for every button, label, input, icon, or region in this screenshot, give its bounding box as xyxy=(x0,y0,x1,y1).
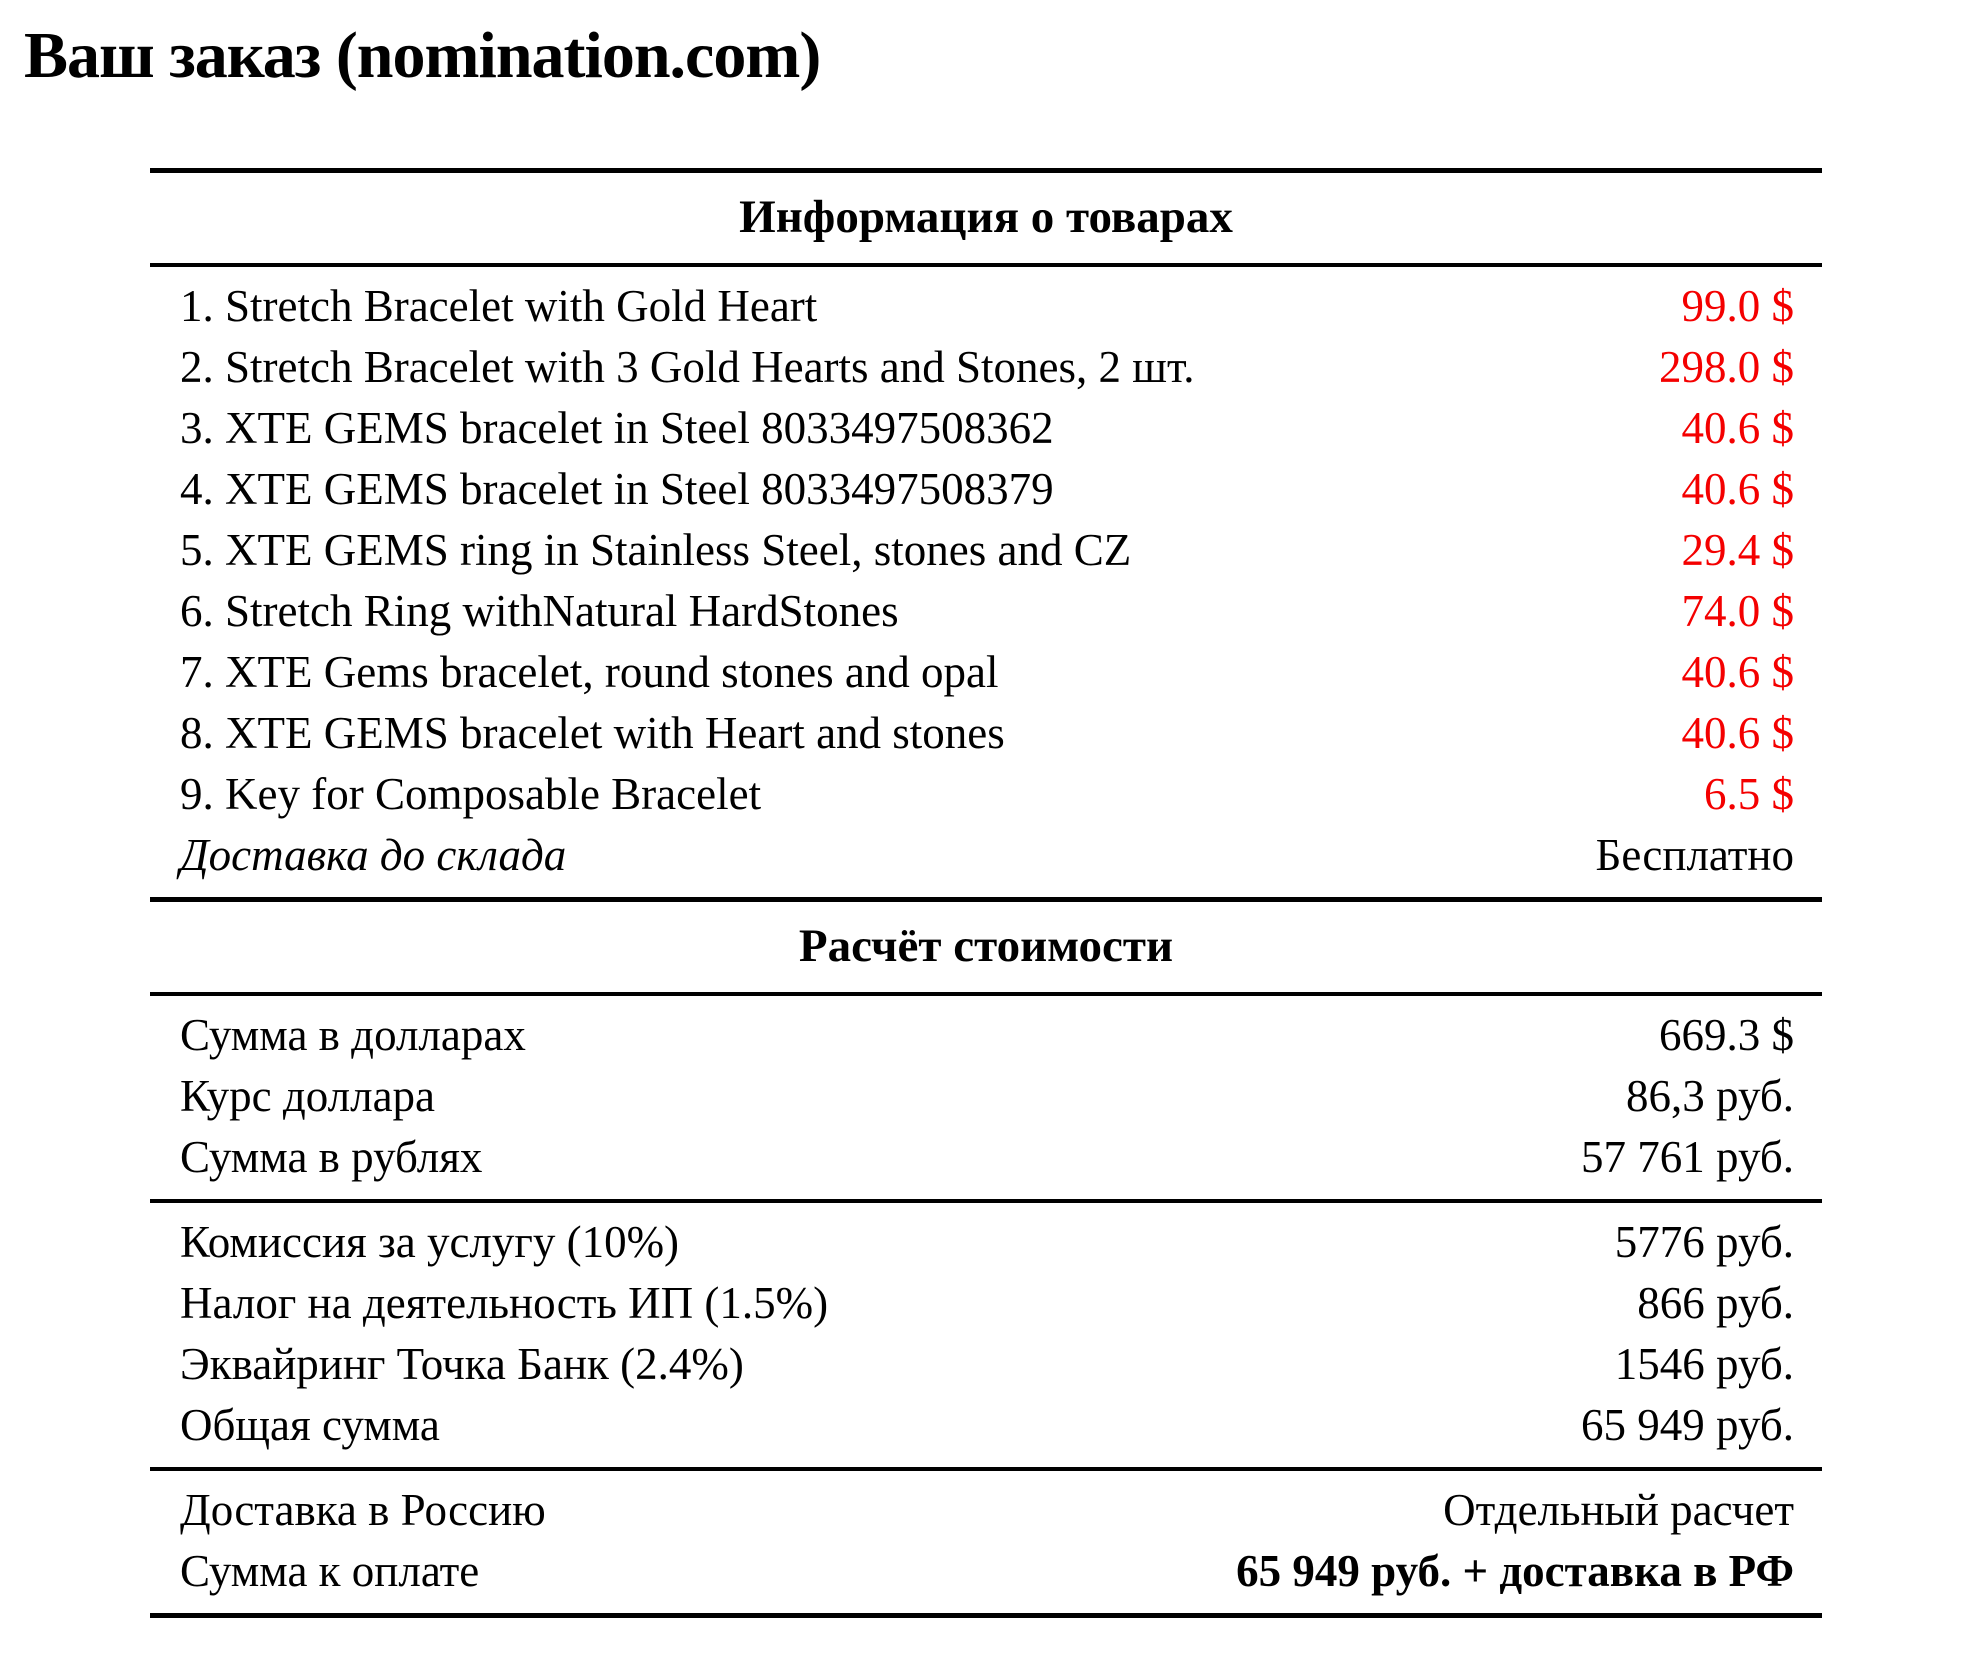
products-bottom-rule xyxy=(150,897,1822,902)
page-title: Ваш заказ (nomination.com) xyxy=(24,19,821,92)
shipping-to-russia-value: Отдельный расчет xyxy=(1443,1485,1794,1535)
product-row: 7. XTE Gems bracelet, round stones and o… xyxy=(150,642,1822,703)
product-name: 1. Stretch Bracelet with Gold Heart xyxy=(180,281,818,331)
cost-value: 669.3 $ xyxy=(1659,1010,1794,1060)
costs-final-rows: Доставка в Россию Отдельный расчет Сумма… xyxy=(150,1471,1822,1613)
product-name: 9. Key for Composable Bracelet xyxy=(180,769,762,819)
product-row: 3. XTE GEMS bracelet in Steel 8033497508… xyxy=(150,398,1822,459)
product-price: 298.0 $ xyxy=(1659,342,1794,392)
shipping-to-warehouse-value: Бесплатно xyxy=(1595,830,1794,880)
product-price: 74.0 $ xyxy=(1681,586,1795,636)
cost-value: 866 руб. xyxy=(1637,1278,1794,1328)
product-row: 9. Key for Composable Bracelet 6.5 $ xyxy=(150,764,1822,825)
product-price: 99.0 $ xyxy=(1681,281,1795,331)
total-due-label: Сумма к оплате xyxy=(180,1546,480,1596)
table-top-rule xyxy=(150,168,1822,173)
product-name: 3. XTE GEMS bracelet in Steel 8033497508… xyxy=(180,403,1054,453)
cost-row: Общая сумма 65 949 руб. xyxy=(150,1395,1822,1456)
product-name: 2. Stretch Bracelet with 3 Gold Hearts a… xyxy=(180,342,1195,392)
products-rows: 1. Stretch Bracelet with Gold Heart 99.0… xyxy=(150,267,1822,897)
products-section-header: Информация о товарах xyxy=(739,191,1233,243)
shipping-to-warehouse-label: Доставка до склада xyxy=(180,830,567,880)
cost-value: 86,3 руб. xyxy=(1626,1071,1794,1121)
cost-label: Комиссия за услугу (10%) xyxy=(180,1217,680,1267)
product-price: 40.6 $ xyxy=(1681,464,1795,514)
product-price: 40.6 $ xyxy=(1681,403,1795,453)
cost-value: 5776 руб. xyxy=(1614,1217,1794,1267)
costs-section-header: Расчёт стоимости xyxy=(798,920,1174,972)
cost-row: Курс доллара 86,3 руб. xyxy=(150,1066,1822,1127)
cost-value: 1546 руб. xyxy=(1614,1339,1794,1389)
cost-row: Налог на деятельность ИП (1.5%) 866 руб. xyxy=(150,1273,1822,1334)
product-price: 29.4 $ xyxy=(1681,525,1795,575)
product-row: 5. XTE GEMS ring in Stainless Steel, sto… xyxy=(150,520,1822,581)
table-bottom-rule xyxy=(150,1613,1822,1618)
shipping-to-warehouse-row: Доставка до склада Бесплатно xyxy=(150,825,1822,886)
product-row: 1. Stretch Bracelet with Gold Heart 99.0… xyxy=(150,276,1822,337)
product-price: 6.5 $ xyxy=(1704,769,1794,819)
product-name: 6. Stretch Ring withNatural HardStones xyxy=(180,586,899,636)
products-header-rule xyxy=(150,263,1822,267)
cost-row: Сумма в рублях 57 761 руб. xyxy=(150,1127,1822,1188)
cost-row: Эквайринг Точка Банк (2.4%) 1546 руб. xyxy=(150,1334,1822,1395)
product-row: 4. XTE GEMS bracelet in Steel 8033497508… xyxy=(150,459,1822,520)
cost-label: Общая сумма xyxy=(180,1400,440,1450)
product-row: 2. Stretch Bracelet with 3 Gold Hearts a… xyxy=(150,337,1822,398)
product-name: 4. XTE GEMS bracelet in Steel 8033497508… xyxy=(180,464,1054,514)
cost-label: Сумма в рублях xyxy=(180,1132,483,1182)
total-due-value: 65 949 руб. + доставка в РФ xyxy=(1236,1546,1794,1596)
cost-label: Курс доллара xyxy=(180,1071,436,1121)
product-row: 8. XTE GEMS bracelet with Heart and ston… xyxy=(150,703,1822,764)
costs-subtotal-rows: Сумма в долларах 669.3 $ Курс доллара 86… xyxy=(150,996,1822,1199)
cost-label: Эквайринг Точка Банк (2.4%) xyxy=(180,1339,744,1389)
cost-value: 65 949 руб. xyxy=(1581,1400,1794,1450)
product-row: 6. Stretch Ring withNatural HardStones 7… xyxy=(150,581,1822,642)
costs-header-rule xyxy=(150,992,1822,996)
costs-fees-rows: Комиссия за услугу (10%) 5776 руб. Налог… xyxy=(150,1203,1822,1467)
cost-label: Сумма в долларах xyxy=(180,1010,526,1060)
fees-final-rule xyxy=(150,1467,1822,1471)
product-price: 40.6 $ xyxy=(1681,708,1795,758)
product-name: 8. XTE GEMS bracelet with Heart and ston… xyxy=(180,708,1005,758)
cost-label: Налог на деятельность ИП (1.5%) xyxy=(180,1278,829,1328)
product-price: 40.6 $ xyxy=(1681,647,1795,697)
product-name: 5. XTE GEMS ring in Stainless Steel, sto… xyxy=(180,525,1132,575)
product-name: 7. XTE Gems bracelet, round stones and o… xyxy=(180,647,999,697)
cost-value: 57 761 руб. xyxy=(1581,1132,1794,1182)
shipping-to-russia-label: Доставка в Россию xyxy=(180,1485,546,1535)
cost-row: Комиссия за услугу (10%) 5776 руб. xyxy=(150,1212,1822,1273)
shipping-to-russia-row: Доставка в Россию Отдельный расчет xyxy=(150,1480,1822,1541)
total-due-row: Сумма к оплате 65 949 руб. + доставка в … xyxy=(150,1541,1822,1602)
order-table: Информация о товарах 1. Stretch Bracelet… xyxy=(150,168,1822,1618)
cost-row: Сумма в долларах 669.3 $ xyxy=(150,1005,1822,1066)
subtotal-fees-rule xyxy=(150,1199,1822,1203)
